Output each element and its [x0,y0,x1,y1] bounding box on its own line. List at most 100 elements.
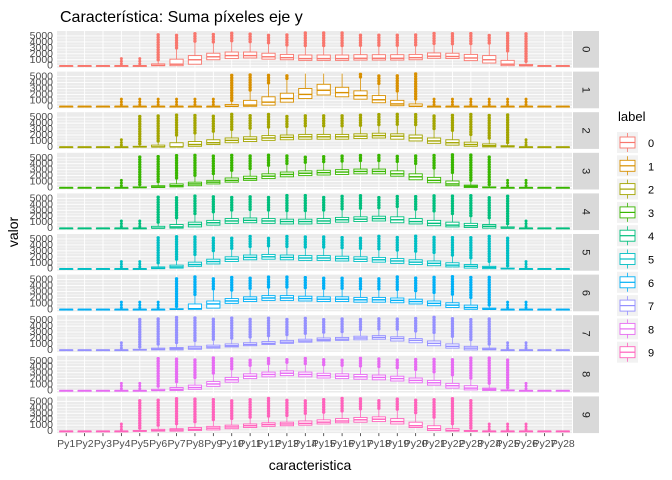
box-7-Py16 [335,317,350,341]
outlier-point [138,129,142,134]
outlier-point [469,332,473,337]
outlier-point [505,206,510,211]
outlier-point [156,172,160,176]
outlier-point [505,120,510,125]
y-tick-label: 3000 [30,407,54,419]
box-2-Py13 [279,114,294,141]
outlier-point [138,162,142,167]
outlier-point [340,329,344,334]
outlier-point [377,244,381,248]
box-body [298,88,313,100]
outlier-point [469,368,473,373]
outlier-point [174,302,179,306]
outlier-point [193,39,197,43]
box-8-Py13 [279,358,294,377]
outlier-point [248,113,252,118]
outlier-point [432,290,436,295]
outlier-point [450,409,455,413]
outlier-point [156,40,160,44]
outlier-point [377,359,381,364]
outlier-point [193,171,197,175]
outlier-point [321,154,326,159]
outlier-point [230,238,234,243]
box-0-Py27 [537,64,552,67]
outlier-point [432,410,436,414]
box-6-Py21 [426,275,442,307]
outlier-point [193,158,197,163]
outlier-point [505,383,510,387]
box-7-Py17 [353,317,368,341]
outlier-point [119,184,123,188]
outlier-point [469,275,473,280]
box-2-Py6 [151,114,166,148]
box-0-Py7 [169,33,184,67]
outlier-point [303,321,308,325]
outlier-point [450,160,455,165]
outlier-point [156,114,160,118]
outlier-point [340,31,344,35]
outlier-point [174,320,179,325]
facet-strip [573,71,599,109]
outlier-point [303,198,308,203]
outlier-point [358,359,363,363]
outlier-point [524,384,528,388]
box-0-Py4 [114,57,129,67]
outlier-point [211,405,216,409]
box-3-Py12 [261,153,276,180]
outlier-point [487,237,491,241]
outlier-point [211,121,216,126]
outlier-point [285,119,289,124]
outlier-point [358,284,363,288]
outlier-point [303,316,308,320]
outlier-point [174,359,179,364]
outlier-point [450,238,455,242]
outlier-point [248,244,252,249]
box-3-Py2 [77,186,92,189]
outlier-point [266,282,271,287]
outlier-point [321,407,326,412]
box-6-Py16 [335,276,350,303]
box-3-Py28 [555,186,570,189]
outlier-point [377,115,381,119]
outlier-point [377,120,381,124]
outlier-point [340,240,344,245]
outlier-point [174,279,179,284]
outlier-point [505,133,510,137]
outlier-point [230,241,234,245]
box-8-Py27 [537,389,552,392]
outlier-point [395,402,399,406]
outlier-point [266,328,271,333]
outlier-point [303,331,308,335]
outlier-point [469,206,473,210]
outlier-point [174,247,179,251]
box-4-Py15 [316,195,331,224]
outlier-point [266,161,271,165]
outlier-point [211,410,216,414]
outlier-point [487,33,491,38]
outlier-point [413,362,418,367]
outlier-point [377,153,381,158]
outlier-point [505,368,510,372]
outlier-point [432,407,436,412]
outlier-point [524,341,528,345]
outlier-point [487,38,491,43]
box-6-Py23 [463,275,478,310]
outlier-point [487,283,491,287]
box-4-Py8 [187,194,203,228]
y-tick-label: 4000 [30,36,54,48]
outlier-point [211,159,216,163]
outlier-point [174,377,179,381]
outlier-point [174,369,179,374]
outlier-point [432,325,436,330]
outlier-point [469,361,473,365]
facet-strip-label: 9 [580,412,592,418]
outlier-point [432,161,436,165]
outlier-point [469,211,473,215]
box-9-Py4 [114,422,129,433]
y-tick-label: 3000 [30,245,54,257]
outlier-point [432,156,436,160]
outlier-point [230,31,234,35]
outlier-point [340,154,344,158]
